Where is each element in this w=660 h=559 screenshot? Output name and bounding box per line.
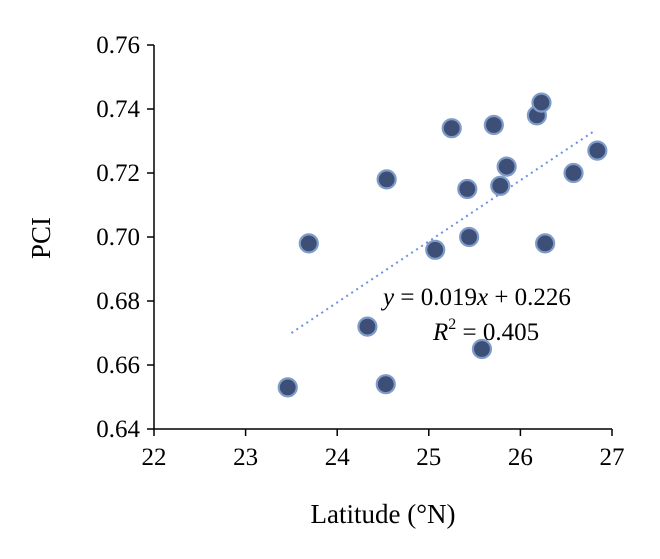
data-point: [277, 377, 298, 398]
data-point: [563, 162, 584, 184]
y-tick-label: 0.66: [96, 352, 140, 379]
x-axis-title: Latitude (°N): [311, 499, 456, 529]
x-tick-label: 22: [142, 444, 167, 471]
y-tick-label: 0.70: [96, 224, 140, 251]
eq-y-var: y: [380, 284, 395, 311]
x-tick-label: 26: [508, 444, 533, 471]
data-point: [425, 239, 446, 260]
y-axis-title: PCI: [26, 217, 56, 259]
y-tick-label: 0.76: [96, 32, 140, 59]
y-tick-label: 0.72: [96, 160, 140, 187]
data-point: [459, 226, 480, 248]
trendline-layer: [290, 130, 595, 334]
data-point: [376, 169, 397, 190]
y-tick-label: 0.74: [96, 96, 140, 123]
trendline: [290, 130, 595, 334]
data-point: [531, 92, 552, 113]
r2-superscript: 2: [448, 316, 456, 333]
y-axis: 0.64 0.66 0.68 0.70 0.72 0.74 0.76: [96, 32, 155, 443]
y-tick-label: 0.64: [96, 416, 140, 443]
x-tick-label: 27: [600, 444, 625, 471]
eq-x-var: x: [476, 284, 488, 311]
data-point: [490, 175, 511, 196]
x-axis: 22 23 24 25 26 27: [142, 428, 625, 471]
data-points: [277, 92, 608, 398]
x-tick-label: 23: [233, 444, 258, 471]
data-point: [357, 316, 378, 337]
data-point: [298, 233, 319, 254]
x-tick-label: 24: [325, 444, 351, 471]
data-point: [587, 140, 608, 161]
data-point: [375, 374, 396, 395]
y-tick-label: 0.68: [96, 288, 140, 315]
r2-value: = 0.405: [456, 319, 539, 346]
eq-coefficient: = 0.019: [394, 284, 477, 311]
r-squared-label: R2 = 0.405: [432, 316, 539, 346]
data-point: [483, 114, 504, 136]
data-point: [535, 233, 556, 254]
data-point: [471, 338, 493, 360]
data-point: [496, 156, 517, 177]
x-tick-label: 25: [416, 444, 441, 471]
data-point: [457, 178, 478, 200]
eq-intercept: + 0.226: [488, 284, 571, 311]
regression-equation: y = 0.019x + 0.226: [380, 284, 571, 311]
data-point: [441, 118, 462, 139]
r2-r: R: [432, 319, 448, 346]
